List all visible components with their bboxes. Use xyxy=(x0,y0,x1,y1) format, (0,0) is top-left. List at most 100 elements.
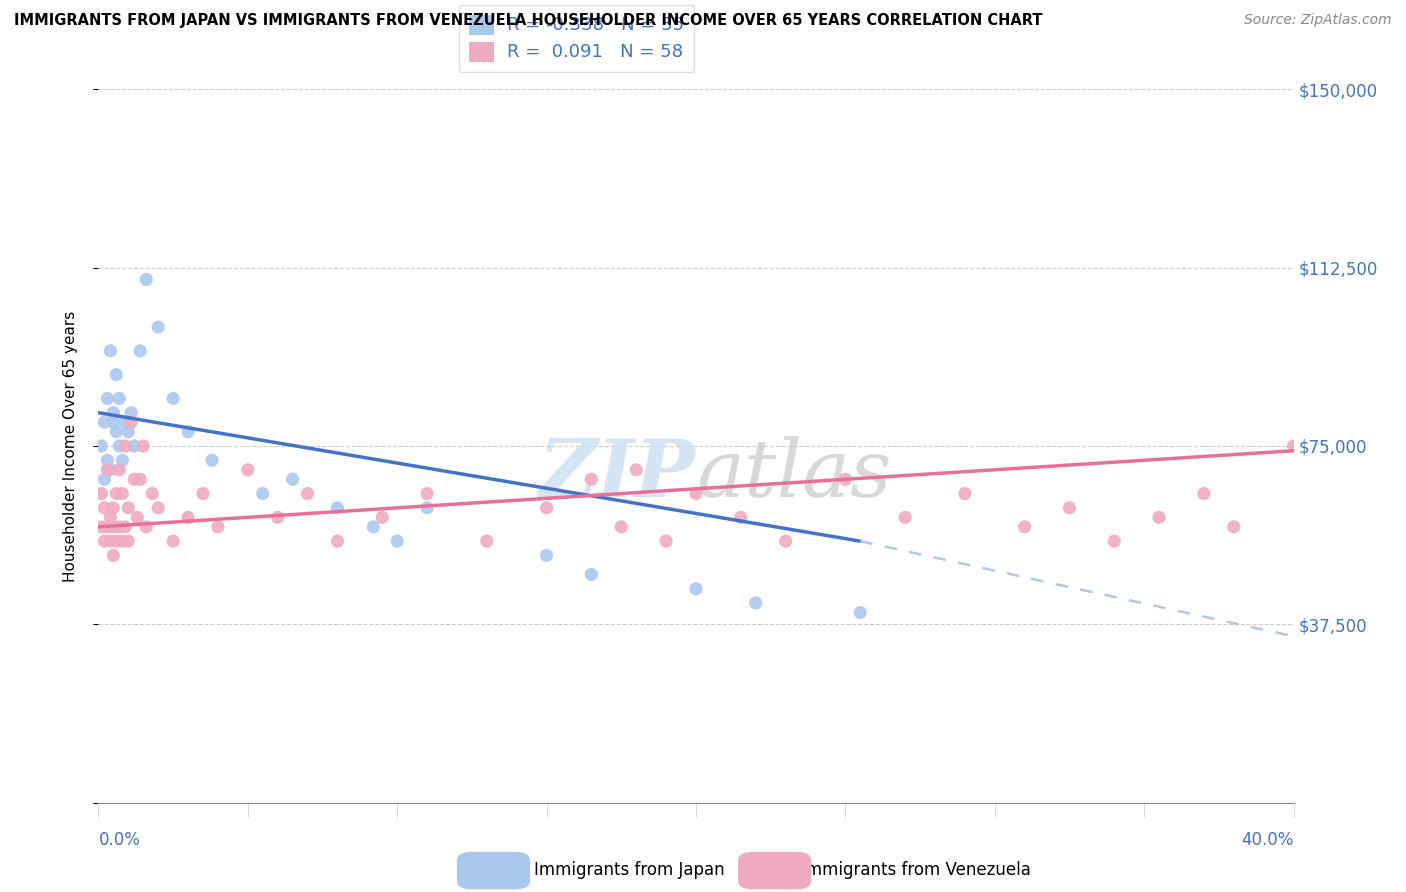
Point xyxy=(141,486,163,500)
Point xyxy=(114,520,136,534)
Point xyxy=(385,534,409,549)
Point xyxy=(124,439,146,453)
Point xyxy=(236,463,259,477)
Point xyxy=(124,472,146,486)
Point xyxy=(90,439,112,453)
Point xyxy=(252,486,274,500)
Point xyxy=(281,472,304,486)
Point xyxy=(103,406,125,420)
Point xyxy=(1282,439,1305,453)
Point xyxy=(685,486,707,500)
Point xyxy=(108,392,131,406)
Point xyxy=(117,425,139,439)
Point xyxy=(96,453,118,467)
Point xyxy=(177,425,200,439)
Text: 40.0%: 40.0% xyxy=(1241,831,1294,849)
Point xyxy=(111,486,134,500)
Point xyxy=(117,534,139,549)
Point xyxy=(120,415,142,429)
Point xyxy=(105,486,128,500)
Point xyxy=(129,472,152,486)
Point xyxy=(114,439,136,453)
Text: 0.0%: 0.0% xyxy=(98,831,141,849)
Point xyxy=(775,534,797,549)
Point xyxy=(108,439,131,453)
Point xyxy=(894,510,917,524)
Point xyxy=(135,520,157,534)
Point xyxy=(132,439,155,453)
Point xyxy=(267,510,290,524)
Text: IMMIGRANTS FROM JAPAN VS IMMIGRANTS FROM VENEZUELA HOUSEHOLDER INCOME OVER 65 YE: IMMIGRANTS FROM JAPAN VS IMMIGRANTS FROM… xyxy=(14,13,1043,29)
Point xyxy=(105,534,128,549)
Text: Immigrants from Japan: Immigrants from Japan xyxy=(534,861,725,879)
Point xyxy=(148,500,170,515)
Text: ZIP: ZIP xyxy=(538,436,696,513)
Point xyxy=(201,453,224,467)
Point xyxy=(177,510,200,524)
Point xyxy=(1192,486,1215,500)
Point xyxy=(111,453,134,467)
Point xyxy=(90,520,112,534)
Point xyxy=(536,500,558,515)
Point xyxy=(730,510,752,524)
Point xyxy=(93,534,115,549)
Text: Immigrants from Venezuela: Immigrants from Venezuela xyxy=(801,861,1031,879)
Point xyxy=(98,463,122,477)
Point xyxy=(536,549,558,563)
Point xyxy=(834,472,856,486)
Point xyxy=(1104,534,1126,549)
Point xyxy=(108,520,131,534)
Point xyxy=(1014,520,1036,534)
Legend: R = -0.338   N = 35, R =  0.091   N = 58: R = -0.338 N = 35, R = 0.091 N = 58 xyxy=(458,4,695,72)
Point xyxy=(93,500,115,515)
Point xyxy=(108,463,131,477)
Point xyxy=(105,425,128,439)
Point xyxy=(1059,500,1081,515)
Point xyxy=(162,392,184,406)
Point xyxy=(103,415,125,429)
Point xyxy=(610,520,633,534)
Point xyxy=(93,472,115,486)
Point xyxy=(120,406,142,420)
Point xyxy=(148,320,170,334)
Point xyxy=(103,500,125,515)
Point xyxy=(655,534,678,549)
Point xyxy=(103,549,125,563)
Point xyxy=(96,392,118,406)
Point xyxy=(103,520,125,534)
Point xyxy=(581,472,603,486)
Point xyxy=(111,534,134,549)
Point xyxy=(98,534,122,549)
Point xyxy=(207,520,229,534)
Point xyxy=(114,415,136,429)
Point xyxy=(363,520,385,534)
Y-axis label: Householder Income Over 65 years: Householder Income Over 65 years xyxy=(63,310,77,582)
Point xyxy=(105,368,128,382)
Point xyxy=(953,486,976,500)
Point xyxy=(191,486,214,500)
Point xyxy=(90,486,112,500)
Point xyxy=(127,510,149,524)
Point xyxy=(162,534,184,549)
Point xyxy=(117,500,139,515)
Point xyxy=(416,486,439,500)
Point xyxy=(849,606,872,620)
Point xyxy=(326,534,349,549)
Point xyxy=(475,534,498,549)
Point xyxy=(1147,510,1170,524)
Point xyxy=(98,343,122,358)
Point xyxy=(626,463,648,477)
Point xyxy=(93,415,115,429)
Text: atlas: atlas xyxy=(696,436,891,513)
Point xyxy=(129,343,152,358)
Point xyxy=(98,510,122,524)
Point xyxy=(326,500,349,515)
Point xyxy=(371,510,394,524)
Text: Source: ZipAtlas.com: Source: ZipAtlas.com xyxy=(1244,13,1392,28)
Point xyxy=(297,486,319,500)
Point xyxy=(1223,520,1246,534)
Point xyxy=(135,272,157,286)
Point xyxy=(96,463,118,477)
Point xyxy=(416,500,439,515)
Point xyxy=(96,520,118,534)
